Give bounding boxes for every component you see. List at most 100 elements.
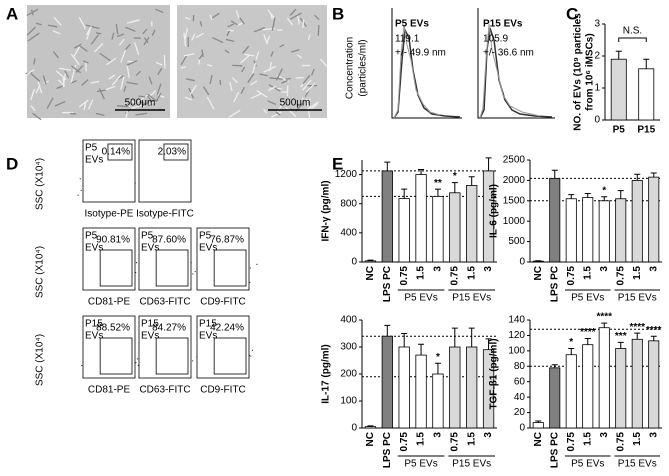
cell	[209, 14, 213, 21]
cell	[156, 83, 162, 96]
x-tick-label: 0.75	[566, 432, 577, 452]
sample-label: P5	[199, 231, 212, 242]
bar	[549, 177, 561, 263]
error-bar	[568, 194, 575, 199]
significance: ****	[646, 325, 662, 336]
error-bar	[634, 173, 641, 181]
cell	[35, 85, 41, 94]
nta-mean: 119.1	[395, 34, 420, 45]
y-tick-label: 0	[351, 423, 357, 434]
marker-label: CD63-FITC	[139, 297, 190, 308]
group-label: P15 EVs	[618, 293, 657, 304]
cell	[242, 45, 250, 54]
cell	[307, 34, 311, 40]
cell	[135, 112, 148, 116]
y-label: SSC (X10⁴)	[35, 158, 46, 210]
cell	[90, 80, 100, 84]
cell	[249, 80, 258, 86]
y-label: IL-17 (pg/ml)	[321, 344, 332, 403]
group-label: P5 EVs	[404, 293, 437, 304]
error-bar	[584, 338, 591, 345]
error-bar	[615, 50, 622, 60]
annotation: N.S.	[623, 26, 642, 37]
error-bar	[568, 348, 575, 355]
cell	[70, 71, 75, 83]
cell	[285, 106, 297, 118]
error-bar	[401, 188, 408, 199]
nta-title: P15 EVs	[483, 19, 523, 30]
scale-label: 500μm	[125, 98, 156, 109]
event	[137, 358, 139, 360]
group-label: P15 EVs	[618, 459, 657, 470]
cell	[62, 73, 67, 87]
cell	[184, 28, 188, 40]
cell	[155, 8, 164, 14]
y-tick-label: 500	[508, 236, 525, 247]
group-label: P15 EVs	[452, 459, 491, 470]
y-tick-label: 1200	[335, 169, 358, 180]
cells	[24, 8, 328, 121]
x-tick-label: LPS PC	[549, 432, 560, 468]
error-bar	[535, 420, 542, 423]
gate	[155, 337, 189, 375]
cell	[229, 82, 233, 92]
event	[81, 364, 83, 367]
x-tick-label: 0.75	[399, 432, 410, 452]
cell	[120, 76, 125, 90]
cell	[212, 36, 224, 44]
cell	[281, 79, 288, 84]
cell	[201, 49, 204, 57]
y-tick-label: 0	[351, 257, 357, 268]
error-bar	[384, 324, 391, 337]
cell	[52, 30, 61, 35]
event	[194, 270, 196, 273]
cell	[309, 103, 318, 111]
x-tick-label: LPS PC	[382, 432, 393, 468]
cell	[53, 16, 62, 26]
cell	[125, 26, 136, 32]
error-bar	[434, 188, 441, 197]
bar	[648, 176, 660, 263]
x-tick-label: 1.5	[632, 432, 643, 446]
y-tick-label: 20	[514, 407, 526, 418]
cell	[256, 89, 268, 98]
bar	[415, 174, 427, 263]
cell	[78, 17, 87, 30]
bar	[415, 354, 427, 429]
y-tick-label: 60	[514, 376, 526, 387]
significance: *	[453, 171, 457, 182]
significance: ****	[580, 327, 596, 338]
cell	[98, 88, 105, 100]
y-label: SSC (X10⁴)	[35, 334, 46, 386]
sample-label: P5	[141, 231, 154, 242]
cell	[227, 29, 234, 32]
group-label: P5 EVs	[571, 459, 604, 470]
cell	[263, 34, 268, 45]
y-label: TGF-β1 (pg/ml)	[489, 338, 500, 409]
cell	[85, 24, 100, 30]
cell	[268, 84, 281, 92]
event	[135, 262, 138, 264]
flow-plot	[196, 315, 250, 379]
gate-percent: 42.24%	[210, 323, 244, 334]
cell	[75, 65, 84, 73]
bar	[364, 260, 377, 263]
y-tick-label: 100	[508, 345, 525, 356]
size-curve	[393, 24, 441, 119]
cell	[300, 97, 304, 104]
marker-label: Isotype-PE	[85, 209, 134, 220]
cell	[126, 60, 138, 66]
error-bar	[451, 327, 458, 347]
cell	[95, 32, 102, 35]
cell	[240, 54, 250, 64]
gate	[213, 337, 247, 375]
x-tick-label: 0.75	[399, 266, 410, 286]
y-tick-label: 120	[508, 330, 525, 341]
cell	[54, 100, 66, 107]
y-label: IL-6 (pg/ml)	[489, 184, 500, 238]
panel-label: D	[6, 154, 18, 173]
cell	[230, 20, 238, 26]
gate-percent: 90.81%	[96, 235, 130, 246]
significance: *	[602, 185, 606, 196]
cell	[314, 14, 320, 21]
